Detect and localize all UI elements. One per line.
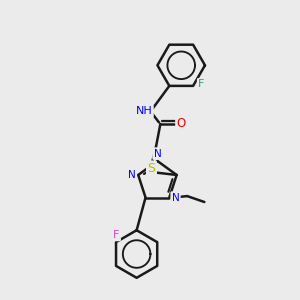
Text: N: N — [154, 148, 161, 159]
Text: N: N — [128, 170, 136, 180]
Text: F: F — [198, 80, 205, 89]
Text: NH: NH — [136, 106, 152, 116]
Text: O: O — [177, 117, 186, 130]
Text: N: N — [172, 193, 179, 202]
Text: F: F — [113, 230, 120, 240]
Text: S: S — [148, 162, 155, 175]
